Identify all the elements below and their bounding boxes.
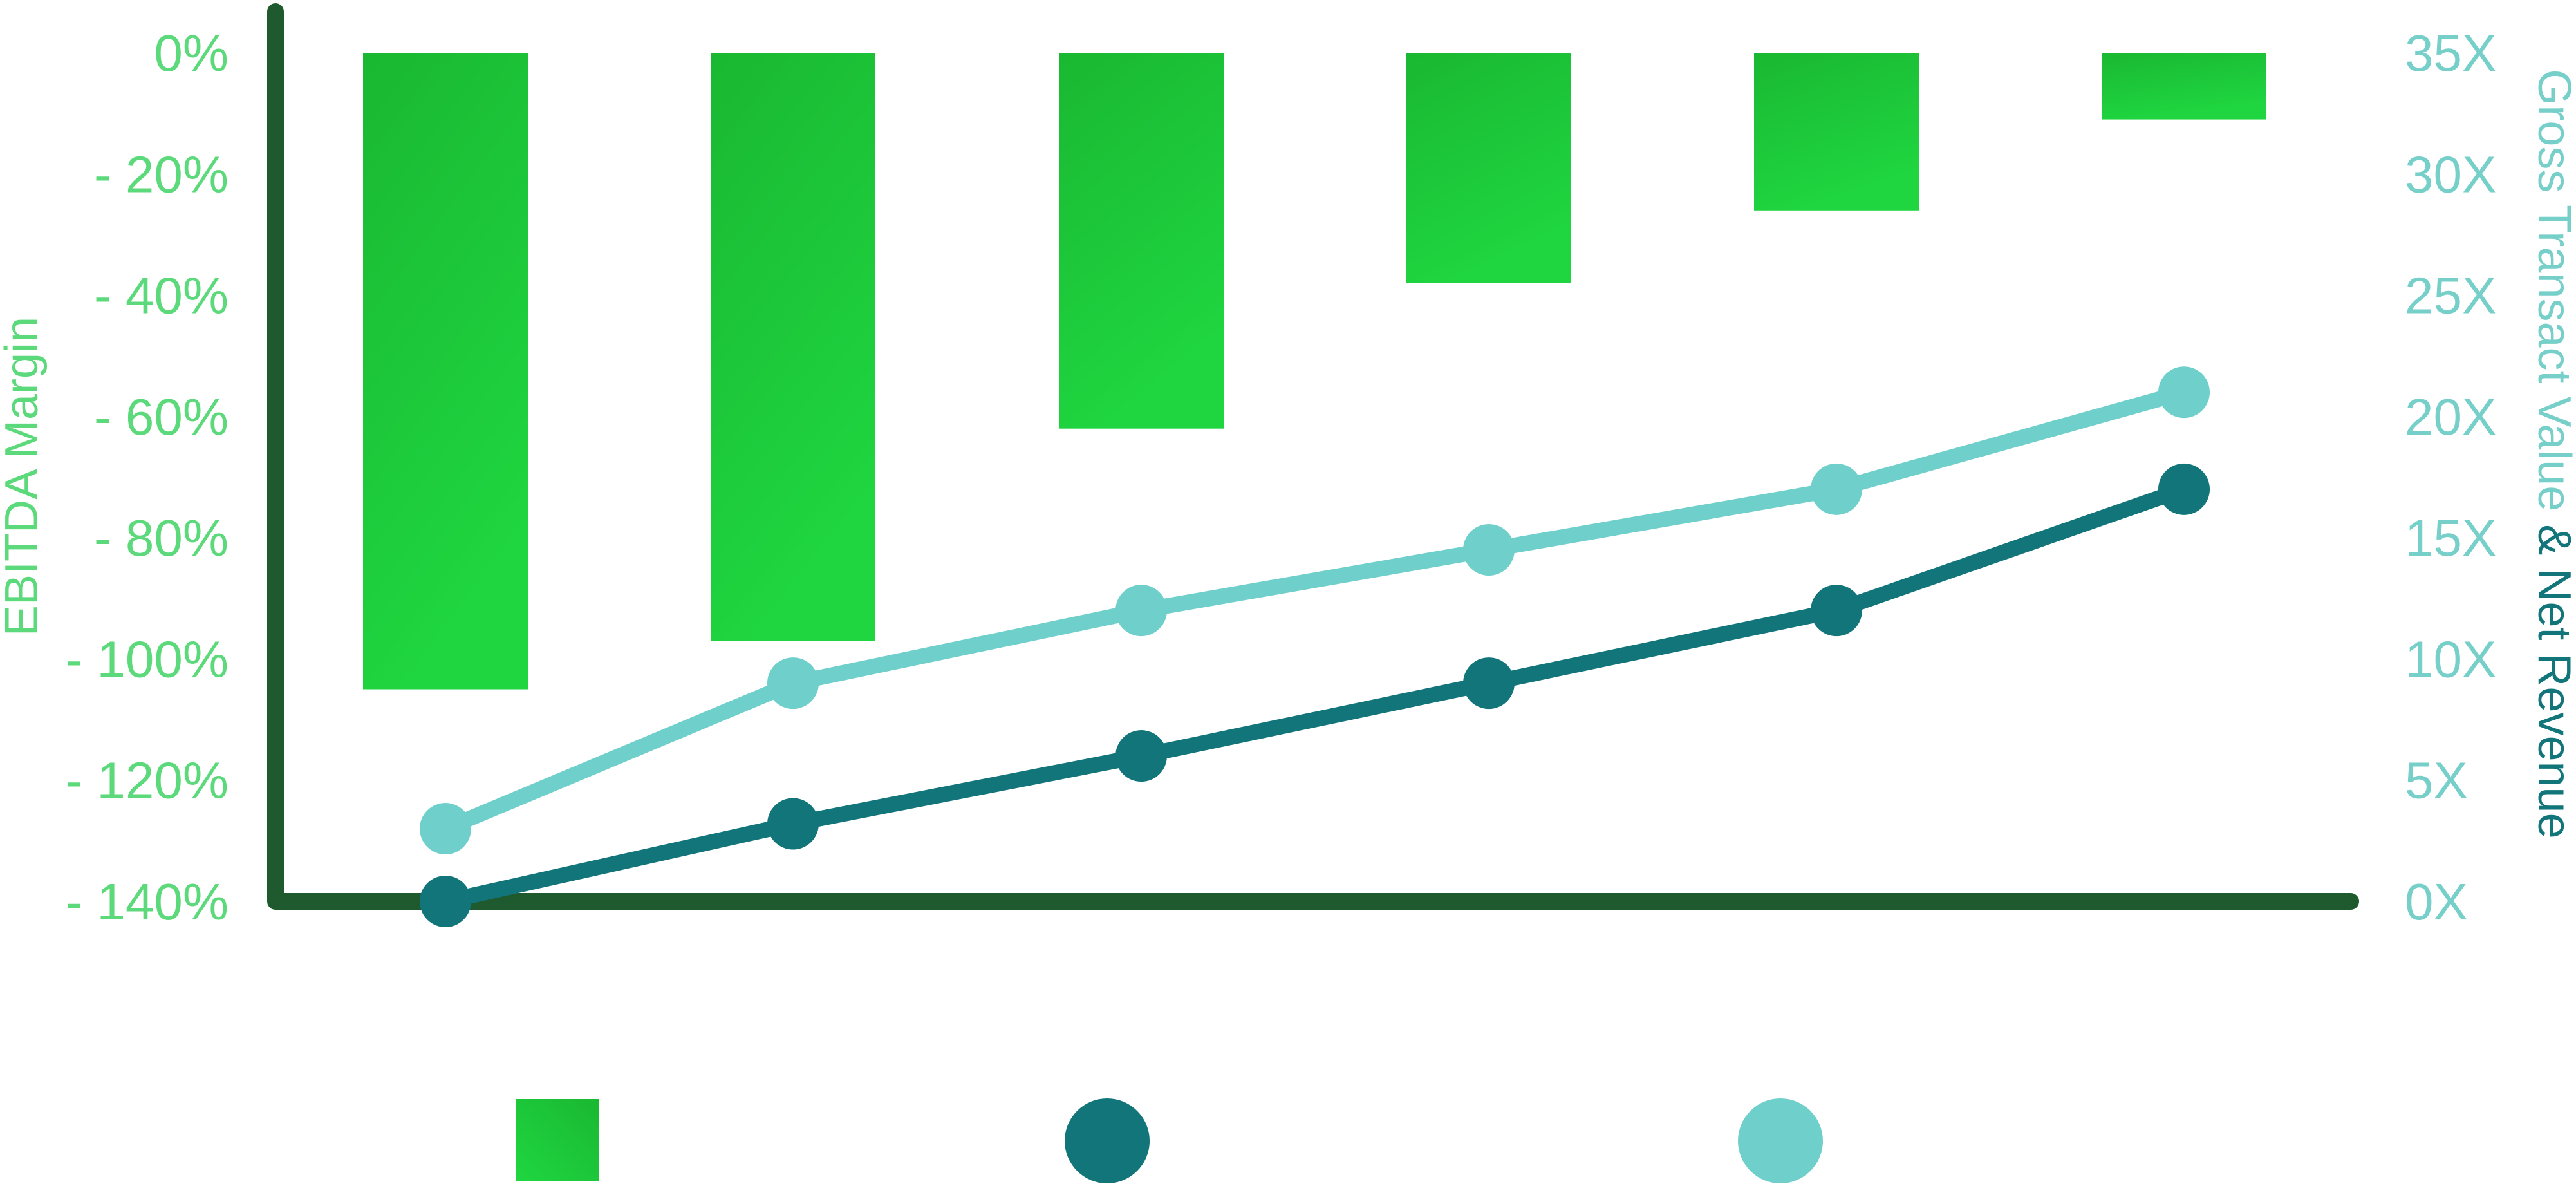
ebitda-bar-5 [1754, 53, 1919, 211]
ebitda-bar-6 [2102, 53, 2266, 120]
gross-transact-value-point-3 [1115, 585, 1167, 637]
right-tick-label: 35X [2405, 24, 2496, 82]
net-revenue-point-1 [420, 876, 471, 927]
right-tick-label: 30X [2405, 146, 2496, 203]
gross-transact-value-point-5 [1811, 463, 1862, 515]
bars-layer [363, 53, 2266, 690]
legend-marker-net-revenue [1065, 1098, 1150, 1183]
axes-layer [267, 3, 2359, 910]
legend [516, 1098, 1823, 1183]
right-tick-label: 10X [2405, 630, 2496, 688]
left-tick-label: 0% [154, 24, 229, 82]
left-tick-label: - 60% [94, 388, 229, 446]
right-axis-title-net-revenue: & Net Revenue [2528, 511, 2576, 838]
left-tick-label: - 120% [66, 752, 229, 809]
right-axis-ticks: 0X 5X 10X 15X 20X 25X 30X 35X [2405, 24, 2496, 930]
net-revenue-point-5 [1811, 585, 1862, 637]
ebitda-bar-3 [1059, 53, 1224, 429]
net-revenue-point-6 [2158, 463, 2210, 515]
gross-transact-value-point-4 [1463, 523, 1515, 576]
left-tick-label: - 80% [94, 509, 229, 567]
gross-transact-value-point-2 [767, 657, 819, 710]
right-tick-label: 25X [2405, 267, 2496, 325]
right-axis-title-gtv: Gross Transact Value [2528, 69, 2576, 511]
gross-transact-value-point-6 [2158, 366, 2210, 419]
right-axis-title: Gross Transact Value & Net Revenue [2528, 69, 2576, 838]
ebitda-bar-4 [1406, 53, 1571, 283]
net-revenue-point-2 [767, 798, 819, 850]
legend-marker-ebitda-margin [516, 1099, 599, 1181]
left-tick-label: - 100% [66, 630, 229, 688]
net-revenue-point-4 [1463, 657, 1515, 710]
net-revenue-point-3 [1115, 730, 1167, 782]
net-revenue-line [438, 481, 2192, 909]
axis-frame [267, 3, 2359, 910]
left-axis-ticks: 0% - 20% - 40% - 60% - 80% - 100% - 120% - 140% [66, 24, 229, 930]
gross-transact-value-point-1 [420, 803, 471, 855]
left-tick-label: - 140% [66, 873, 229, 930]
right-tick-label: 0X [2405, 873, 2468, 930]
left-tick-label: - 20% [94, 146, 229, 203]
right-tick-label: 5X [2405, 752, 2468, 809]
right-tick-label: 20X [2405, 388, 2496, 446]
ebitda-bar-1 [363, 53, 528, 690]
legend-marker-gross-transact-value [1738, 1098, 1823, 1183]
ebitda-bar-2 [711, 53, 875, 641]
left-tick-label: - 40% [94, 267, 229, 325]
lines-layer [420, 366, 2210, 927]
left-axis-title: EBITDA Margin [0, 317, 48, 636]
right-tick-label: 15X [2405, 509, 2496, 567]
gross-transact-value-line [438, 384, 2192, 837]
